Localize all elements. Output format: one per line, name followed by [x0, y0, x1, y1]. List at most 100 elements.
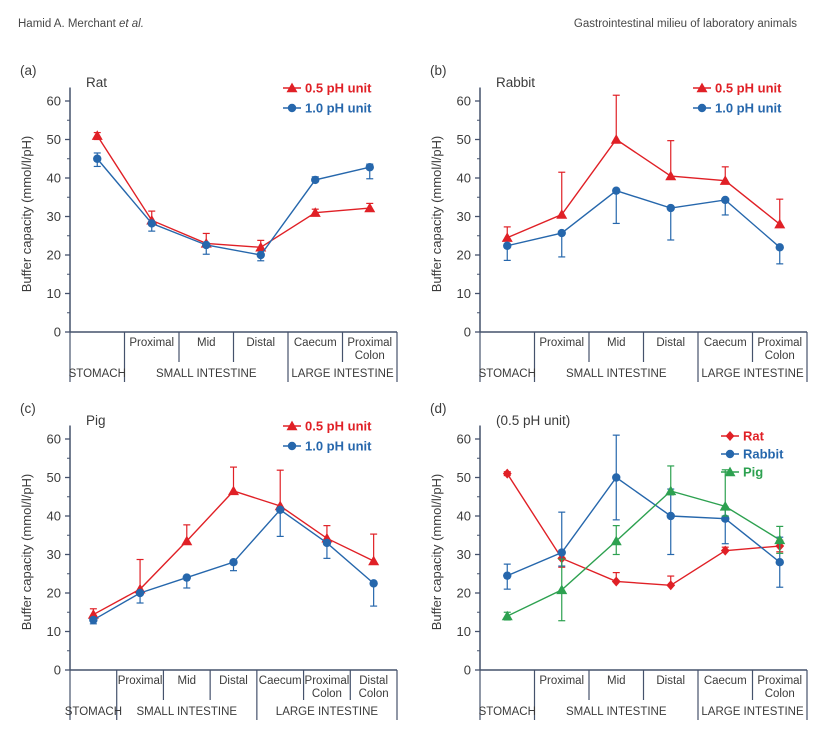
- data-point-marker: [322, 538, 332, 548]
- legend-label: 1.0 pH unit: [305, 439, 372, 454]
- y-tick-label: 0: [54, 325, 61, 340]
- series-1-0-ph-unit: [93, 152, 374, 262]
- legend-marker: [697, 103, 707, 113]
- category-label: Caecum: [294, 337, 337, 349]
- data-point-marker: [369, 579, 378, 588]
- group-label: LARGE INTESTINE: [701, 706, 804, 718]
- legend-label: 0.5 pH unit: [305, 419, 372, 434]
- y-tick-label: 20: [47, 586, 61, 601]
- chart-svg-b: (b) Rabbit 0 10 20 30 40 50 60 Buffer capacity (m…: [429, 63, 808, 382]
- y-axis-title: Buffer capacity (mmol/l/pH): [19, 474, 34, 631]
- legend: 0.5 pH unit 1.0 pH unit: [283, 81, 372, 116]
- legend-marker: [725, 431, 735, 441]
- data-point-marker: [556, 584, 568, 595]
- y-tick-label: 20: [457, 586, 471, 601]
- data-point-marker: [611, 576, 621, 587]
- data-point-marker: [610, 535, 622, 546]
- series-line: [506, 476, 781, 577]
- y-tick-label: 10: [457, 286, 471, 301]
- y-tick-label: 50: [457, 132, 471, 147]
- series-0-5-ph-unit: [87, 466, 380, 619]
- data-point-marker: [255, 241, 267, 252]
- data-point-marker: [276, 505, 285, 515]
- series-rat: [502, 468, 785, 591]
- data-point-marker: [665, 485, 677, 496]
- data-point-marker: [557, 228, 566, 238]
- data-point-marker: [665, 170, 677, 181]
- data-point-marker: [256, 250, 265, 260]
- chart-svg-a: (a) Rat 0 10 20 30 40 50 60 Buffer capacity (mmol…: [19, 63, 398, 382]
- y-tick-label: 30: [47, 209, 61, 224]
- y-tick-label: 20: [457, 248, 471, 263]
- data-point-marker: [181, 535, 193, 546]
- category-label: Proximal: [539, 675, 584, 687]
- data-point-marker: [774, 218, 786, 229]
- chart-panel-d: (d) (0.5 pH unit) 0 10 20 30 40 50 60 Buffer capa…: [425, 394, 815, 738]
- group-label: STOMACH: [69, 368, 126, 380]
- legend-marker: [696, 82, 708, 93]
- legend-label: 0.5 pH unit: [715, 81, 782, 96]
- x-axis: Proximal Mid Distal Caecum ProximalColonDist…: [65, 669, 398, 720]
- y-axis: 0 10 20 30 40 50 60: [47, 87, 71, 340]
- data-point-marker: [775, 243, 784, 252]
- group-label: STOMACH: [479, 368, 536, 380]
- y-tick-label: 40: [457, 171, 471, 186]
- legend-label: Rat: [743, 429, 765, 444]
- data-point-marker: [309, 207, 321, 217]
- panel-letter: (c): [20, 401, 36, 416]
- panel-letter: (a): [20, 63, 37, 78]
- legend-label: 1.0 pH unit: [715, 101, 782, 116]
- running-author-etal: et al.: [118, 18, 144, 30]
- data-point-marker: [93, 154, 102, 163]
- data-point-marker: [91, 130, 103, 140]
- data-point-marker: [557, 548, 566, 557]
- y-tick-label: 20: [47, 248, 61, 263]
- y-tick-label: 30: [47, 547, 61, 562]
- legend-label: Rabbit: [743, 447, 784, 462]
- y-tick-label: 10: [47, 286, 61, 301]
- data-point-marker: [147, 219, 156, 228]
- legend-marker: [286, 420, 298, 431]
- data-point-marker: [666, 203, 675, 213]
- y-tick-label: 0: [464, 663, 471, 678]
- category-label: Colon: [765, 688, 795, 700]
- category-label: Mid: [607, 675, 626, 687]
- y-tick-label: 30: [457, 547, 471, 562]
- page-header: Hamid A. Merchant et al. Gastrointestina…: [18, 18, 797, 30]
- category-label: Distal: [246, 337, 275, 349]
- group-label: SMALL INTESTINE: [137, 706, 238, 718]
- series-1-0-ph-unit: [503, 186, 784, 265]
- y-axis: 0 10 20 30 40 50 60: [457, 425, 481, 678]
- y-tick-label: 60: [457, 432, 471, 447]
- chart-panel-a: (a) Rat 0 10 20 30 40 50 60 Buffer capacity (mmol…: [15, 56, 405, 400]
- data-point-marker: [229, 558, 238, 567]
- data-point-marker: [612, 186, 621, 195]
- data-point-marker: [720, 545, 730, 556]
- chart-svg-d: (d) (0.5 pH unit) 0 10 20 30 40 50 60 Buffer capa…: [429, 401, 808, 720]
- y-tick-label: 40: [47, 171, 61, 186]
- category-label: Mid: [607, 337, 626, 349]
- y-tick-label: 60: [457, 94, 471, 109]
- data-point-marker: [501, 610, 513, 621]
- legend-marker: [286, 82, 298, 93]
- y-tick-label: 40: [47, 509, 61, 524]
- y-tick-label: 50: [47, 132, 61, 147]
- data-point-marker: [556, 209, 568, 219]
- chart-panel-c: (c) Pig 0 10 20 30 40 50 60 Buffer capacity (mmol…: [15, 394, 405, 738]
- data-point-marker: [365, 163, 374, 172]
- category-label: Distal: [219, 675, 248, 687]
- group-label: LARGE INTESTINE: [291, 368, 394, 380]
- y-tick-label: 60: [47, 432, 61, 447]
- panel-title: (0.5 pH unit): [496, 413, 570, 428]
- y-axis: 0 10 20 30 40 50 60: [457, 87, 481, 340]
- data-point-marker: [719, 175, 731, 185]
- y-axis-title: Buffer capacity (mmol/l/pH): [429, 474, 444, 631]
- legend: 0.5 pH unit 1.0 pH unit: [283, 419, 372, 454]
- chart-panel-b: (b) Rabbit 0 10 20 30 40 50 60 Buffer capacity (m…: [425, 56, 815, 400]
- y-tick-label: 60: [47, 94, 61, 109]
- legend-label: Pig: [743, 465, 763, 480]
- data-point-marker: [666, 580, 676, 591]
- series-pig: [501, 465, 786, 622]
- category-label: Distal: [656, 337, 685, 349]
